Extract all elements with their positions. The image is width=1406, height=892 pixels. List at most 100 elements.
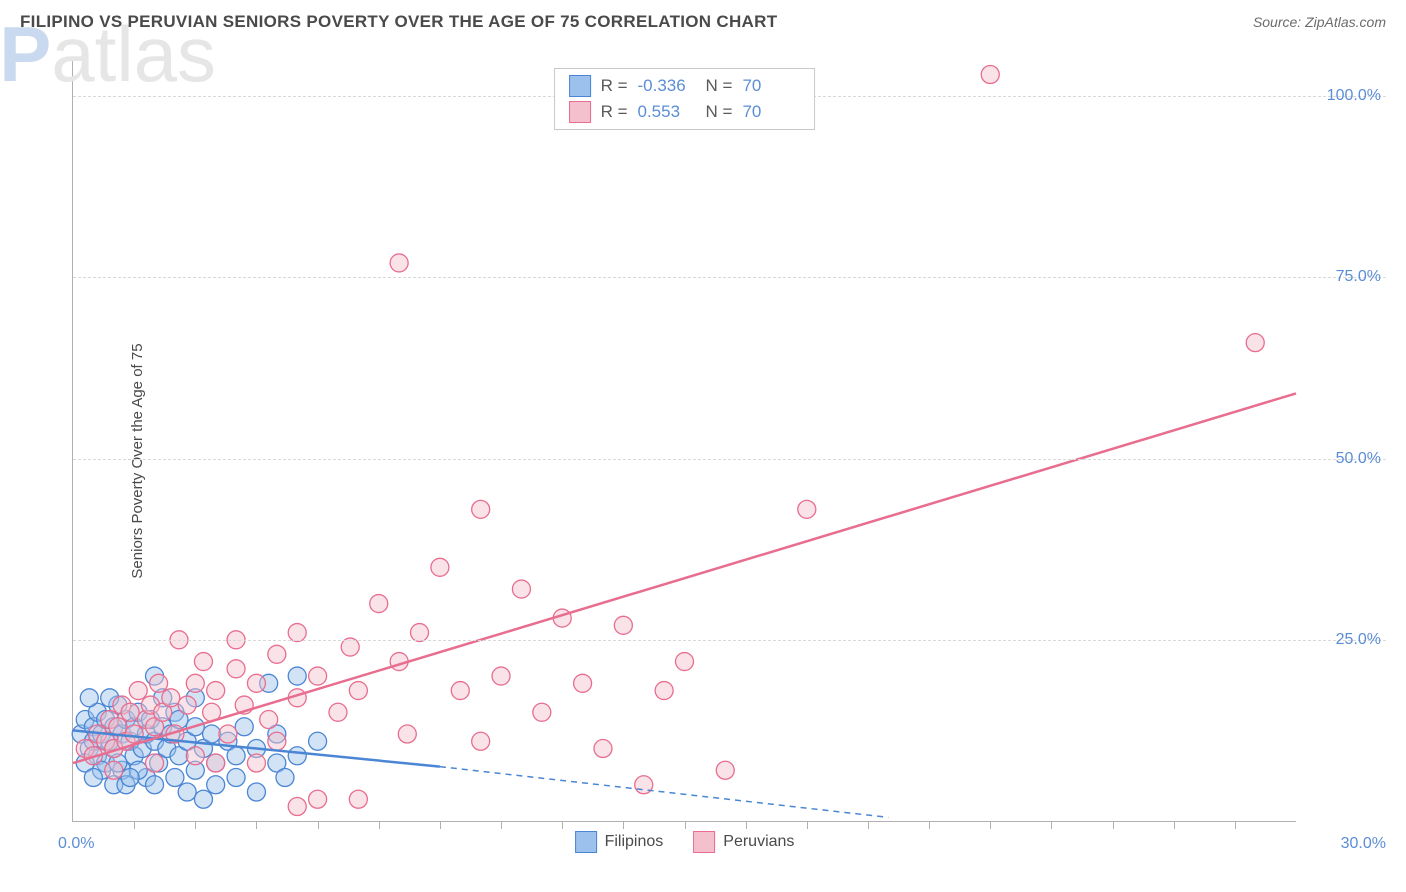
data-point (207, 776, 225, 794)
legend-item-filipinos: Filipinos (575, 831, 664, 853)
series-legend: Filipinos Peruvians (575, 831, 795, 853)
r-label: R = (601, 102, 628, 122)
x-tick-mark (318, 821, 319, 829)
x-tick-mark (1051, 821, 1052, 829)
plot-svg: ZIPatlas (73, 60, 1296, 821)
data-point (105, 761, 123, 779)
data-point (121, 703, 139, 721)
data-point (268, 732, 286, 750)
plot-area: ZIPatlas 25.0%50.0%75.0%100.0% 0.0% 30.0… (72, 60, 1296, 822)
x-tick-mark (990, 821, 991, 829)
data-point (512, 580, 530, 598)
data-point (260, 711, 278, 729)
data-point (716, 761, 734, 779)
n-label: N = (706, 76, 733, 96)
x-tick-mark (807, 821, 808, 829)
data-point (146, 754, 164, 772)
data-point (349, 790, 367, 808)
data-point (227, 747, 245, 765)
data-point (329, 703, 347, 721)
data-point (614, 616, 632, 634)
x-tick-mark (379, 821, 380, 829)
data-point (207, 682, 225, 700)
gridline (73, 277, 1386, 278)
data-point (574, 674, 592, 692)
data-point (798, 500, 816, 518)
data-point (309, 732, 327, 750)
data-point (80, 689, 98, 707)
n-value-filipinos: 70 (742, 76, 800, 96)
data-point (309, 790, 327, 808)
data-point (1246, 334, 1264, 352)
x-tick-mark (623, 821, 624, 829)
legend-label-filipinos: Filipinos (605, 833, 664, 851)
n-value-peruvians: 70 (742, 102, 800, 122)
data-point (129, 682, 147, 700)
y-tick-label: 100.0% (1327, 87, 1381, 105)
x-tick-mark (685, 821, 686, 829)
data-point (186, 674, 204, 692)
gridline (73, 640, 1386, 641)
data-point (472, 500, 490, 518)
data-point (492, 667, 510, 685)
source-attribution: Source: ZipAtlas.com (1253, 14, 1386, 30)
r-value-peruvians: 0.553 (638, 102, 696, 122)
data-point (472, 732, 490, 750)
data-point (370, 595, 388, 613)
data-point (166, 769, 184, 787)
correlation-legend: R = -0.336 N = 70 R = 0.553 N = 70 (554, 68, 816, 130)
data-point (203, 725, 221, 743)
data-point (150, 674, 168, 692)
x-tick-min: 0.0% (58, 835, 94, 853)
x-tick-mark (929, 821, 930, 829)
trend-line-extrapolated (440, 767, 888, 818)
data-point (288, 667, 306, 685)
data-point (219, 725, 237, 743)
x-tick-mark (1174, 821, 1175, 829)
data-point (227, 769, 245, 787)
data-point (288, 747, 306, 765)
data-point (655, 682, 673, 700)
data-point (268, 645, 286, 663)
gridline (73, 459, 1386, 460)
data-point (398, 725, 416, 743)
data-point (247, 754, 265, 772)
x-tick-mark (195, 821, 196, 829)
x-tick-mark (746, 821, 747, 829)
x-tick-mark (1235, 821, 1236, 829)
data-point (247, 783, 265, 801)
data-point (194, 653, 212, 671)
data-point (186, 747, 204, 765)
swatch-icon (575, 831, 597, 853)
x-tick-mark (134, 821, 135, 829)
x-tick-mark (562, 821, 563, 829)
data-point (533, 703, 551, 721)
x-tick-mark (501, 821, 502, 829)
legend-label-peruvians: Peruvians (723, 833, 794, 851)
data-point (194, 790, 212, 808)
x-tick-mark (868, 821, 869, 829)
data-point (178, 783, 196, 801)
x-tick-mark (440, 821, 441, 829)
r-value-filipinos: -0.336 (638, 76, 696, 96)
legend-item-peruvians: Peruvians (693, 831, 794, 853)
data-point (146, 776, 164, 794)
data-point (162, 689, 180, 707)
y-tick-label: 75.0% (1336, 268, 1381, 286)
data-point (178, 696, 196, 714)
data-point (676, 653, 694, 671)
swatch-peruvians (569, 101, 591, 123)
data-point (981, 65, 999, 83)
data-point (288, 798, 306, 816)
data-point (125, 725, 143, 743)
swatch-icon (693, 831, 715, 853)
chart-title: FILIPINO VS PERUVIAN SENIORS POVERTY OVE… (20, 12, 777, 32)
n-label: N = (706, 102, 733, 122)
data-point (276, 769, 294, 787)
data-point (207, 754, 225, 772)
legend-row-peruvians: R = 0.553 N = 70 (565, 99, 805, 125)
x-tick-max: 30.0% (1341, 835, 1386, 853)
data-point (451, 682, 469, 700)
data-point (309, 667, 327, 685)
data-point (84, 769, 102, 787)
